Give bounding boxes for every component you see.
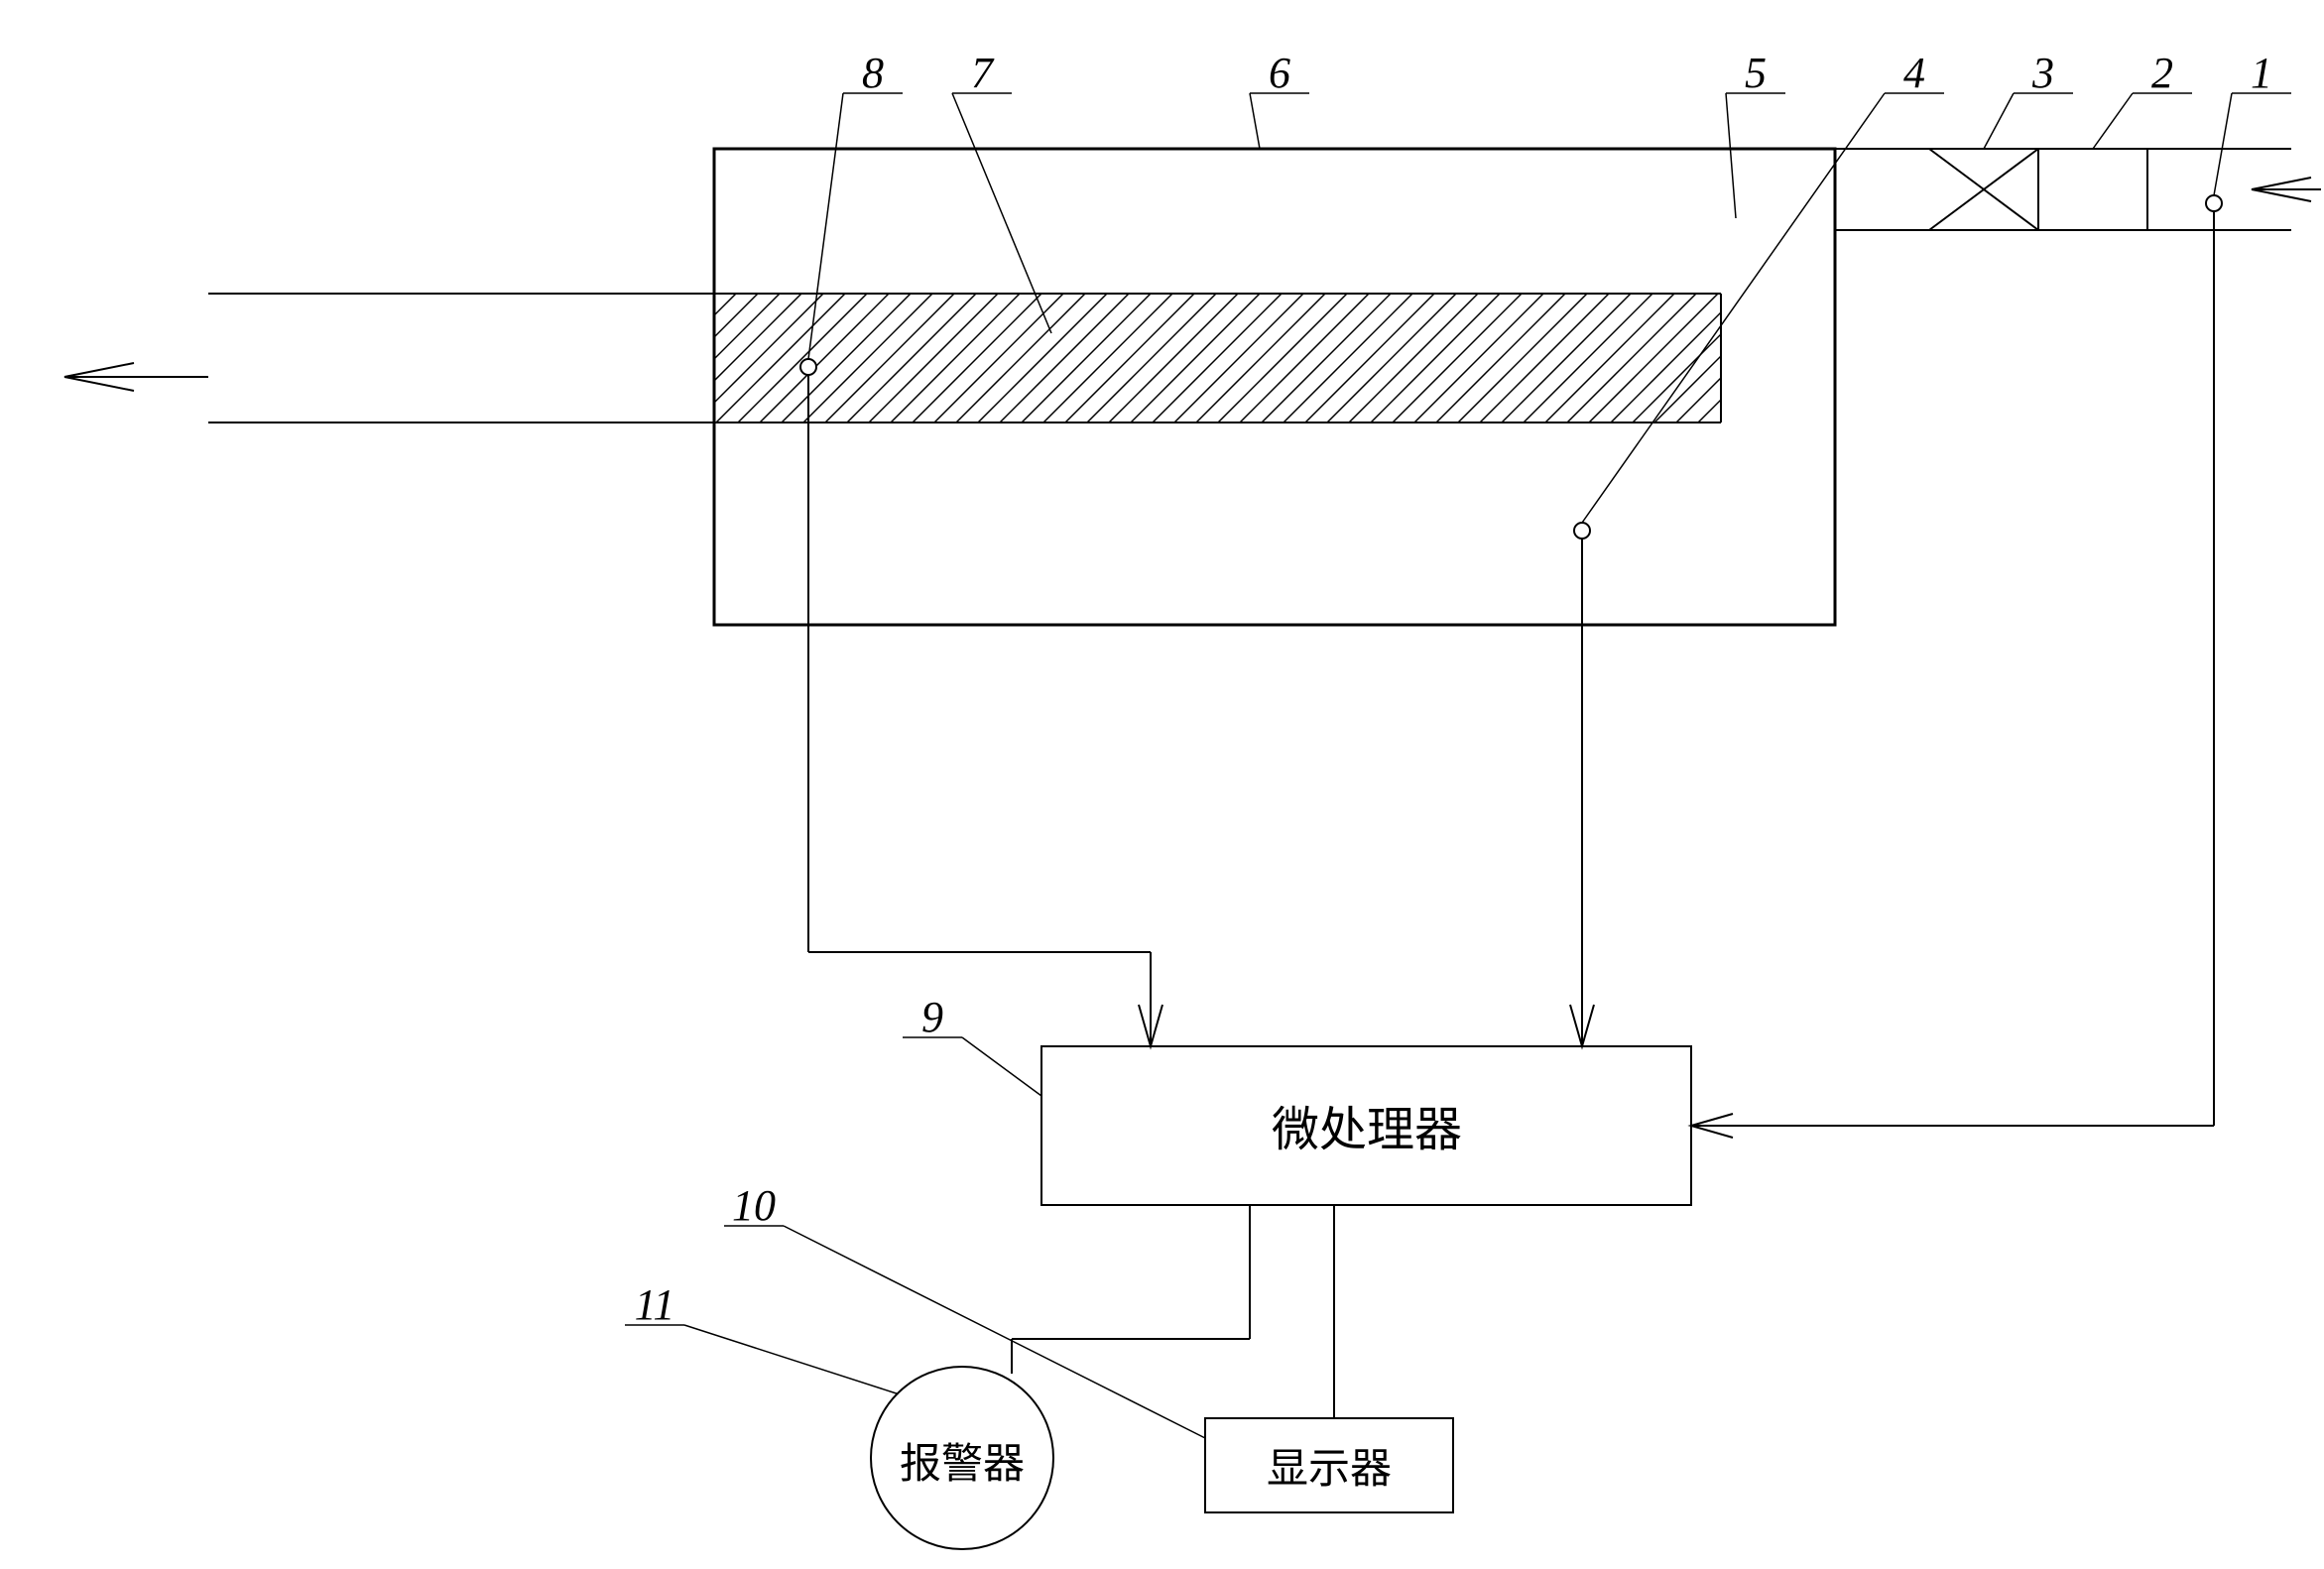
svg-text:1: 1: [2251, 49, 2272, 97]
sensor-s8: [800, 359, 816, 375]
svg-text:6: 6: [1269, 49, 1290, 97]
svg-text:10: 10: [732, 1181, 776, 1230]
svg-text:11: 11: [635, 1280, 675, 1329]
svg-text:2: 2: [2151, 49, 2173, 97]
filter-element: [585, 294, 1958, 422]
svg-text:7: 7: [971, 49, 995, 97]
svg-text:8: 8: [862, 49, 884, 97]
alarm-label: 报警器: [900, 1442, 1025, 1488]
microprocessor-label: 微处理器: [1272, 1104, 1462, 1156]
sensor-s4: [1574, 523, 1590, 539]
svg-text:5: 5: [1745, 49, 1767, 97]
svg-text:4: 4: [1903, 49, 1925, 97]
sensor-s1: [2206, 195, 2222, 211]
svg-text:3: 3: [2031, 49, 2054, 97]
svg-text:9: 9: [921, 993, 943, 1041]
display-label: 显示器: [1267, 1447, 1392, 1493]
